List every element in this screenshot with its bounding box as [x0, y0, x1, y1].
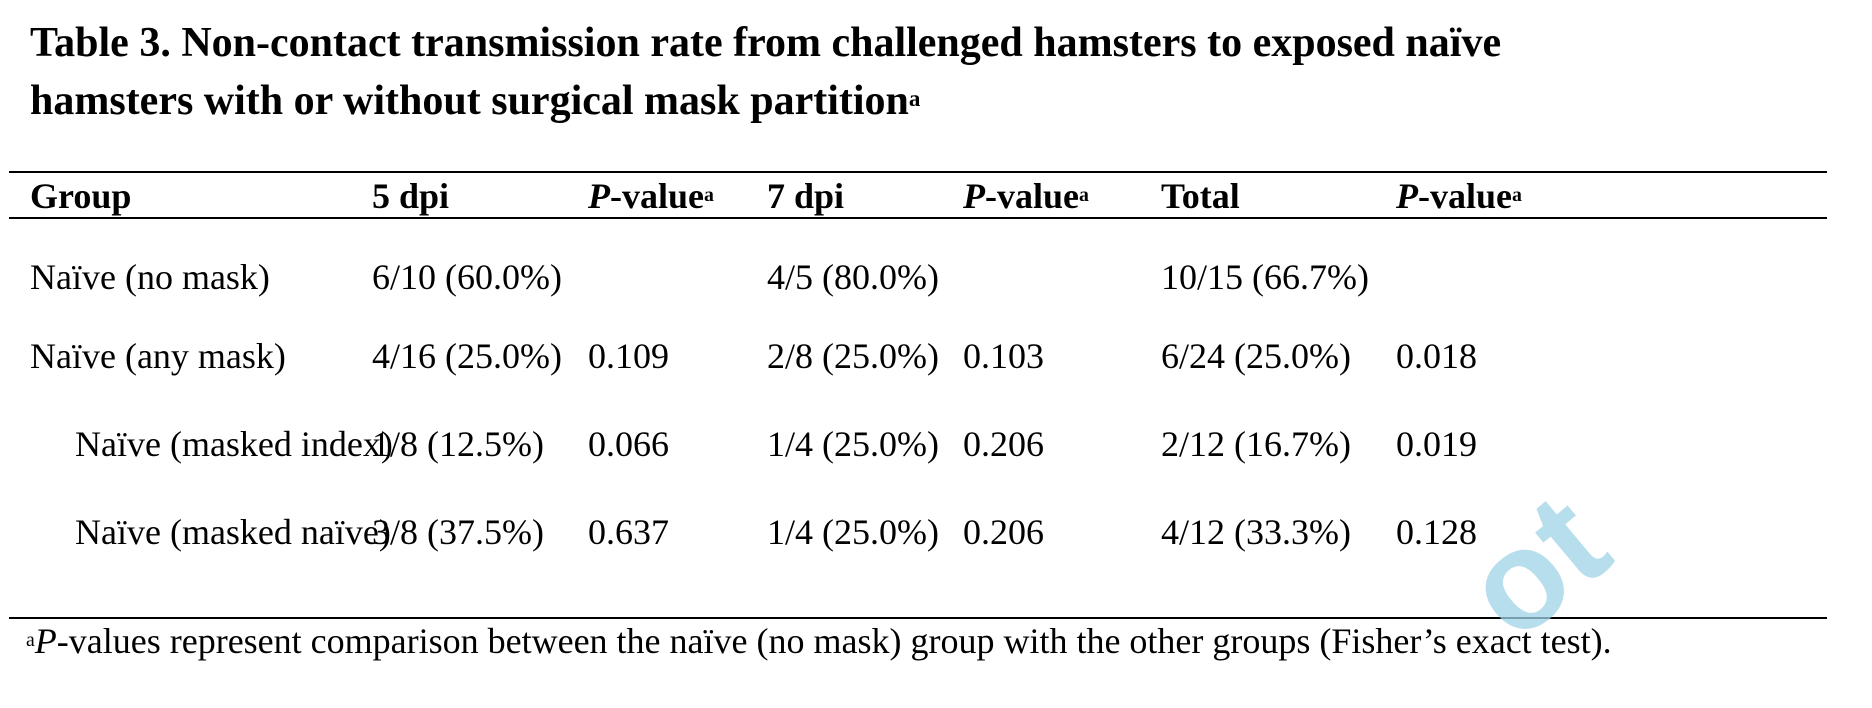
header-7dpi: 7 dpi: [767, 176, 845, 216]
header-5dpi: 5 dpi: [372, 176, 450, 216]
cell-7dpi: 1/4 (25.0%): [767, 512, 939, 552]
table-row: Naïve (masked index) 1/8 (12.5%) 0.066 1…: [9, 400, 1827, 488]
cell-group-indented: Naïve (masked naïve): [75, 512, 391, 552]
cell-pvalue-5dpi: 0.066: [588, 424, 669, 464]
table-title-line-2-text: hamsters with or without surgical mask p…: [30, 78, 909, 124]
table-title-line-1: Table 3. Non-contact transmission rate f…: [30, 20, 1502, 66]
header-pvalue-7dpi: P-valuea: [963, 176, 1089, 216]
cell-group: Naïve (any mask): [30, 336, 286, 376]
results-table: Group 5 dpi P-valuea 7 dpi P-valuea Tota…: [9, 172, 1827, 576]
table-row: Naïve (any mask) 4/16 (25.0%) 0.109 2/8 …: [9, 312, 1827, 400]
table-row: Naïve (no mask) 6/10 (60.0%) 4/5 (80.0%)…: [9, 242, 1827, 312]
table-title: Table 3. Non-contact transmission rate f…: [30, 14, 1830, 130]
cell-total: 6/24 (25.0%): [1161, 336, 1351, 376]
header-pvalue-5dpi: P-valuea: [588, 176, 714, 216]
cell-total: 2/12 (16.7%): [1161, 424, 1351, 464]
table-row: Naïve (masked naïve) 3/8 (37.5%) 0.637 1…: [9, 488, 1827, 576]
cell-pvalue-total: [1396, 242, 1827, 312]
cell-pvalue-7dpi: 0.206: [963, 512, 1044, 552]
footnote-italic-p: P: [34, 621, 57, 661]
cell-pvalue-5dpi: 0.637: [588, 512, 669, 552]
cell-7dpi: 1/4 (25.0%): [767, 424, 939, 464]
cell-pvalue-total: 0.018: [1396, 336, 1477, 376]
cell-5dpi: 4/16 (25.0%): [372, 336, 562, 376]
cell-5dpi: 6/10 (60.0%): [372, 257, 562, 297]
table-header-rule: [9, 217, 1827, 219]
cell-7dpi: 4/5 (80.0%): [767, 257, 939, 297]
cell-pvalue-7dpi: 0.103: [963, 336, 1044, 376]
cell-group: Naïve (masked index): [9, 400, 393, 488]
cell-5dpi: 3/8 (37.5%): [372, 512, 544, 552]
cell-group-indented: Naïve (masked index): [75, 424, 393, 464]
table-title-superscript: a: [908, 84, 921, 111]
header-total: Total: [1161, 176, 1240, 216]
cell-total: 4/12 (33.3%): [1161, 512, 1351, 552]
cell-pvalue-5dpi: [588, 242, 767, 312]
footnote-text: -values represent comparison between the…: [56, 621, 1612, 661]
cell-pvalue-7dpi: [963, 242, 1161, 312]
cell-5dpi: 1/8 (12.5%): [372, 424, 544, 464]
cell-7dpi: 2/8 (25.0%): [767, 336, 939, 376]
table-top-rule: [9, 171, 1827, 173]
spacer-row: [9, 217, 1827, 242]
table-title-line-2: hamsters with or without surgical mask p…: [30, 72, 1830, 130]
cell-total: 10/15 (66.7%): [1161, 257, 1369, 297]
table-header-row: Group 5 dpi P-valuea 7 dpi P-valuea Tota…: [9, 172, 1827, 217]
footnote-superscript: a: [26, 629, 35, 652]
table-bottom-rule: [9, 617, 1827, 619]
cell-pvalue-7dpi: 0.206: [963, 424, 1044, 464]
cell-pvalue-total: 0.128: [1396, 512, 1477, 552]
cell-group: Naïve (masked naïve): [9, 488, 391, 576]
cell-group: Naïve (no mask): [30, 257, 270, 297]
header-group: Group: [30, 176, 132, 216]
cell-pvalue-total: 0.019: [1396, 424, 1477, 464]
table-footnote: aP-values represent comparison between t…: [26, 617, 1612, 665]
header-pvalue-total: P-valuea: [1396, 176, 1522, 216]
cell-pvalue-5dpi: 0.109: [588, 336, 669, 376]
